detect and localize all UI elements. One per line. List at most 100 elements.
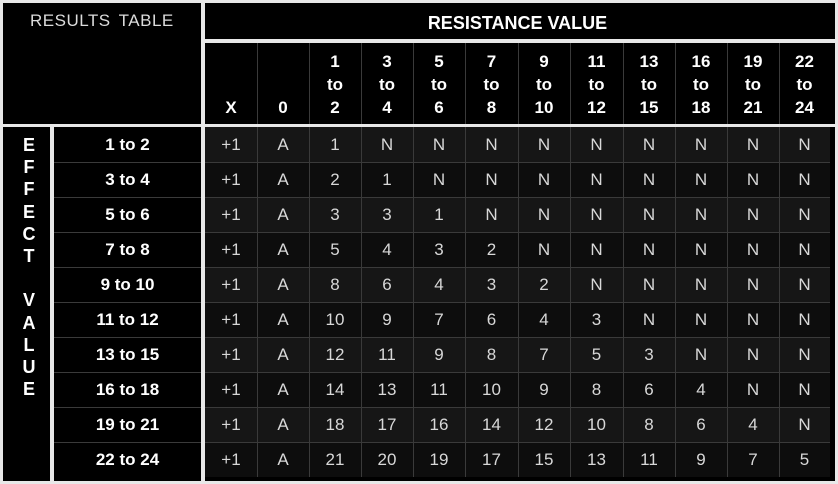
effect-label-letter: E: [22, 379, 35, 400]
table-cell: N: [746, 239, 760, 259]
table-cell: 6: [696, 414, 706, 434]
grid-line: [257, 43, 258, 477]
table-cell: A: [277, 169, 289, 189]
grid-line: [309, 43, 310, 477]
table-cell: 9: [696, 449, 706, 469]
title-word-table: TABLE: [118, 11, 174, 30]
column-header-line: to: [378, 75, 396, 94]
table-cell: 20: [377, 449, 397, 469]
table-cell: 3: [382, 204, 392, 224]
table-cell: N: [798, 169, 811, 189]
table-cell: A: [277, 414, 289, 434]
column-header-line: 5: [434, 52, 444, 71]
column-header: 11 to 12: [570, 43, 623, 124]
table-cell: N: [694, 274, 708, 294]
table-cell: N: [380, 134, 394, 154]
column-header-line: to: [692, 75, 710, 94]
table-cell: 1: [382, 169, 392, 189]
column-header-line: 16: [691, 52, 711, 71]
table-cell: N: [694, 344, 708, 364]
grid-line: [54, 407, 830, 408]
table-cell: +1: [221, 379, 241, 399]
column-header-line: to: [326, 75, 344, 94]
column-header-line: 19: [743, 52, 763, 71]
table-cell: A: [277, 239, 289, 259]
table-cell: N: [694, 134, 708, 154]
table-cell: N: [746, 379, 760, 399]
row-header: 7 to 8: [105, 239, 150, 259]
table-cell: N: [642, 274, 656, 294]
column-header-line: 3: [382, 52, 392, 71]
table-cell: 12: [534, 414, 554, 434]
column-header-line: 6: [434, 98, 444, 117]
table-cell: N: [798, 309, 811, 329]
table-cell: N: [798, 204, 811, 224]
table-cell: 7: [748, 449, 758, 469]
table-cell: 1: [330, 134, 340, 154]
table-cell: 11: [640, 449, 658, 469]
effect-label-letter: E: [22, 201, 35, 222]
column-header-line: 10: [534, 98, 554, 117]
table-cell: N: [485, 169, 498, 189]
table-border: [0, 0, 3, 484]
table-cell: 13: [587, 449, 606, 469]
row-header: 11 to 12: [96, 309, 159, 329]
table-cell: N: [432, 134, 446, 154]
table-cell: 10: [325, 309, 345, 329]
table-cell: A: [277, 379, 289, 399]
row-header: 19 to 21: [95, 414, 160, 434]
table-cell: 9: [382, 309, 392, 329]
table-cell: N: [798, 414, 811, 434]
column-header: 22 to 24: [779, 43, 830, 124]
column-header-line: 22: [795, 52, 814, 71]
table-border: [205, 39, 838, 43]
table-cell: N: [746, 134, 760, 154]
table-cell: N: [746, 344, 760, 364]
table-cell: 4: [748, 414, 758, 434]
table-cell: N: [798, 134, 811, 154]
table-cell: 5: [799, 449, 810, 469]
title-cell: [8, 6, 201, 124]
table-cell: 7: [539, 344, 549, 364]
effect-label-letter: E: [22, 135, 35, 155]
table-cell: 10: [587, 414, 606, 434]
table-cell: N: [485, 134, 498, 154]
table-cell: N: [642, 204, 656, 224]
table-cell: 6: [486, 309, 497, 329]
column-header: 5 to 6: [413, 43, 465, 124]
table-cell: 13: [377, 379, 397, 399]
table-cell: 4: [696, 379, 706, 399]
table-cell: N: [537, 134, 551, 154]
table-cell: 3: [644, 344, 654, 364]
table-cell: 3: [330, 204, 340, 224]
grid-line: [54, 267, 830, 268]
column-header-line: 1: [330, 52, 340, 71]
table-cell: 9: [539, 379, 549, 399]
table-cell: 14: [482, 414, 501, 434]
column-header-line: 18: [691, 98, 711, 117]
column-header: 1 to 2: [309, 43, 361, 124]
column-header: 0: [257, 43, 309, 124]
column-header-line: 4: [382, 98, 392, 117]
table-cell: N: [694, 239, 708, 259]
column-header-line: 21: [743, 98, 763, 117]
effect-label-letter: V: [22, 290, 35, 311]
table-cell: 2: [330, 169, 340, 189]
column-header-line: 15: [639, 98, 659, 117]
table-cell: 14: [325, 379, 345, 399]
table-cell: 17: [377, 414, 397, 434]
table-cell: A: [277, 344, 289, 364]
column-header-line: to: [483, 75, 500, 94]
table-cell: 1: [434, 204, 444, 224]
table-cell: 12: [325, 344, 345, 364]
table-cell: N: [590, 204, 603, 224]
table-cell: 11: [378, 344, 396, 364]
table-cell: 10: [482, 379, 501, 399]
row-header: 22 to 24: [95, 449, 160, 469]
effect-label-letter: F: [23, 179, 35, 200]
table-cell: 5: [330, 239, 340, 259]
table-cell: N: [590, 169, 603, 189]
row-header: 16 to 18: [95, 379, 160, 399]
resistance-value-header: RESISTANCE VALUE: [427, 13, 608, 33]
